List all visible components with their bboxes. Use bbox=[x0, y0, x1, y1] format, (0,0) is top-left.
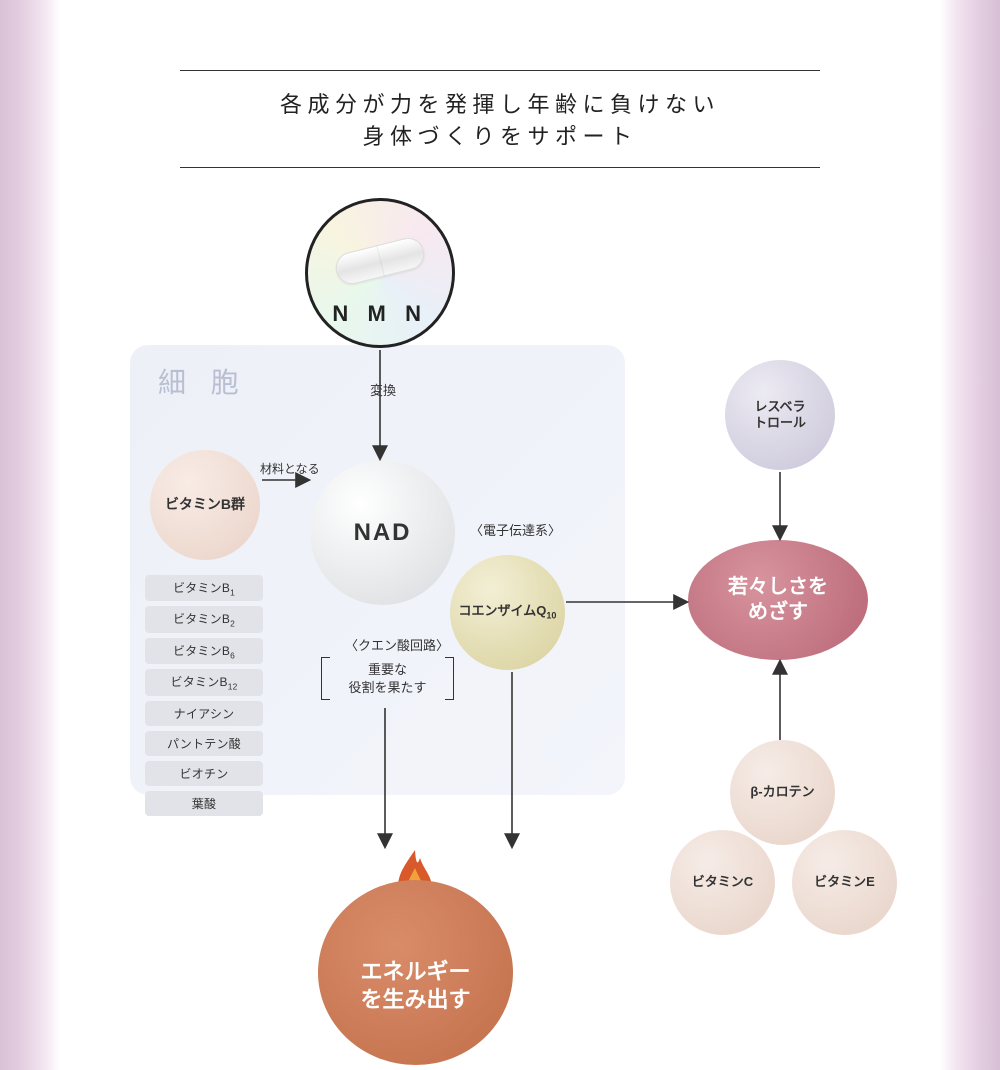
resveratrol-node: レスベラ トロール bbox=[725, 360, 835, 470]
role-line-2: 役割を果たす bbox=[325, 679, 450, 697]
vitb-list-item: ナイアシン bbox=[145, 701, 263, 726]
role-bracket: 重要な 役割を果たす bbox=[325, 655, 450, 702]
vitb-list-item: ビタミンB2 bbox=[145, 606, 263, 632]
citric-label: 〈クエン酸回路〉 bbox=[345, 635, 449, 654]
nad-node: NAD bbox=[310, 460, 455, 605]
nmn-node: N M N bbox=[305, 198, 455, 348]
nmn-label: N M N bbox=[332, 301, 427, 327]
vitc-node: ビタミンC bbox=[670, 830, 775, 935]
vite-label: ビタミンE bbox=[814, 874, 875, 890]
page-title: 各成分が力を発揮し年齢に負けない 身体づくりをサポート bbox=[180, 70, 820, 168]
gradient-right bbox=[940, 0, 1000, 1070]
cell-label: 細 胞 bbox=[158, 361, 247, 401]
vitb-list-item: ビタミンB12 bbox=[145, 669, 263, 695]
electron-label: 〈電子伝達系〉 bbox=[470, 520, 561, 539]
bcarotene-node: β-カロテン bbox=[730, 740, 835, 845]
material-label: 材料となる bbox=[260, 460, 320, 477]
title-line-1: 各成分が力を発揮し年齢に負けない bbox=[180, 87, 820, 119]
vitb-list: ビタミンB1 ビタミンB2 ビタミンB6 ビタミンB12 ナイアシンパントテン酸ビオチン… bbox=[145, 575, 263, 821]
youth-node: 若々しさを めざす bbox=[688, 540, 868, 660]
title-line-2: 身体づくりをサポート bbox=[180, 119, 820, 151]
energy-node: エネルギー を生み出す bbox=[318, 880, 513, 1065]
gradient-left bbox=[0, 0, 60, 1070]
vitb-list-item: ビタミンB6 bbox=[145, 638, 263, 664]
convert-label: 変換 bbox=[370, 380, 396, 399]
youth-label: 若々しさを めざす bbox=[728, 575, 828, 625]
vitb-list-item: 葉酸 bbox=[145, 791, 263, 816]
bcaro-label: β-カロテン bbox=[750, 784, 814, 800]
energy-label: エネルギー を生み出す bbox=[360, 958, 470, 1013]
vitb-list-item: ビオチン bbox=[145, 761, 263, 786]
vitb-node: ビタミンB群 bbox=[150, 450, 260, 560]
capsule-icon bbox=[332, 235, 427, 288]
role-line-1: 重要な bbox=[325, 661, 450, 679]
vite-node: ビタミンE bbox=[792, 830, 897, 935]
coq-label: コエンザイムQ10 bbox=[459, 603, 557, 622]
vitb-list-item: パントテン酸 bbox=[145, 731, 263, 756]
vitb-list-item: ビタミンB1 bbox=[145, 575, 263, 601]
resv-label: レスベラ トロール bbox=[754, 399, 806, 432]
coq-node: コエンザイムQ10 bbox=[450, 555, 565, 670]
nad-label: NAD bbox=[354, 518, 412, 548]
vitc-label: ビタミンC bbox=[692, 874, 753, 890]
vitb-label: ビタミンB群 bbox=[165, 496, 245, 514]
